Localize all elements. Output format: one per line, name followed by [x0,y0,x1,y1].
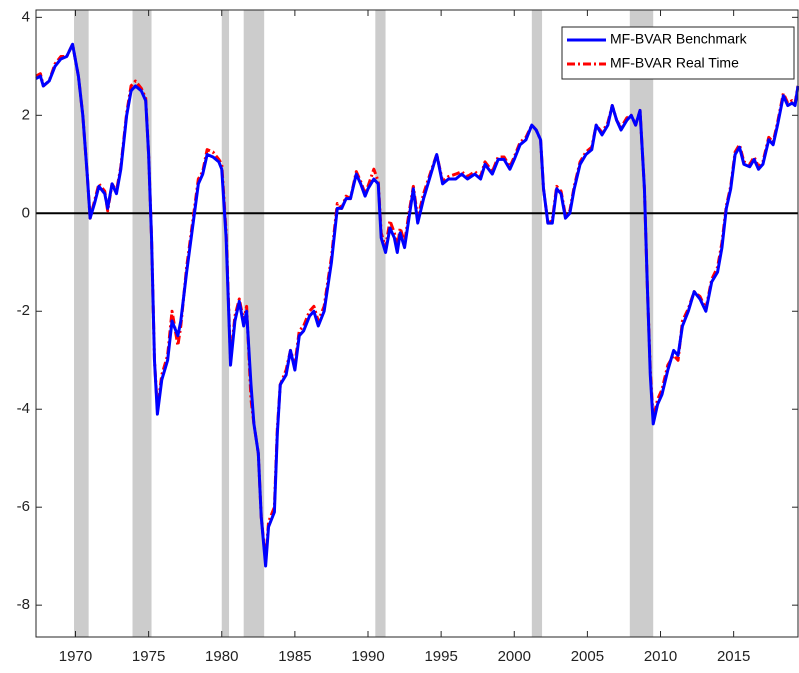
x-tick-label: 1970 [59,648,92,665]
x-tick-label: 2010 [644,648,677,665]
recession-band [221,10,230,637]
x-tick-label: 1980 [205,648,238,665]
x-tick-label: 2000 [498,648,531,665]
recession-band [629,10,654,637]
recession-band [74,10,89,637]
recession-band [132,10,152,637]
legend-label: MF-BVAR Real Time [610,55,739,71]
y-tick-label: -4 [17,400,30,417]
x-tick-label: 2005 [571,648,604,665]
series-line [35,42,799,568]
recession-band [531,10,543,637]
recession-band [375,10,386,637]
y-tick-label: -6 [17,498,30,515]
axes-box [35,9,799,638]
x-tick-label: 2015 [717,648,750,665]
y-tick-label: -2 [17,302,30,319]
x-tick-label: 1975 [132,648,165,665]
y-tick-label: 0 [22,204,30,221]
y-tick-label: 2 [22,106,30,123]
x-tick-label: 1985 [278,648,311,665]
x-tick-label: 1990 [351,648,384,665]
legend-box [561,26,795,80]
y-tick-label: -8 [17,596,30,613]
y-tick-label: 4 [22,8,30,25]
legend-label: MF-BVAR Benchmark [610,31,748,47]
x-tick-label: 1995 [424,648,457,665]
